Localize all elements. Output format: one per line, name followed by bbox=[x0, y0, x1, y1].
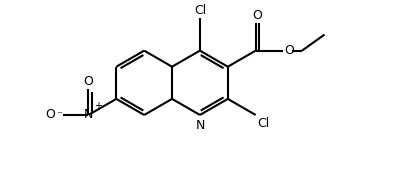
Text: O: O bbox=[284, 44, 294, 57]
Text: N: N bbox=[196, 119, 206, 132]
Text: O: O bbox=[253, 9, 262, 22]
Text: Cl: Cl bbox=[258, 117, 270, 130]
Text: O: O bbox=[84, 75, 93, 88]
Text: O: O bbox=[45, 108, 55, 122]
Text: Cl: Cl bbox=[194, 4, 206, 18]
Text: +: + bbox=[94, 101, 102, 111]
Text: ⁻: ⁻ bbox=[56, 110, 62, 120]
Text: N: N bbox=[84, 108, 93, 122]
